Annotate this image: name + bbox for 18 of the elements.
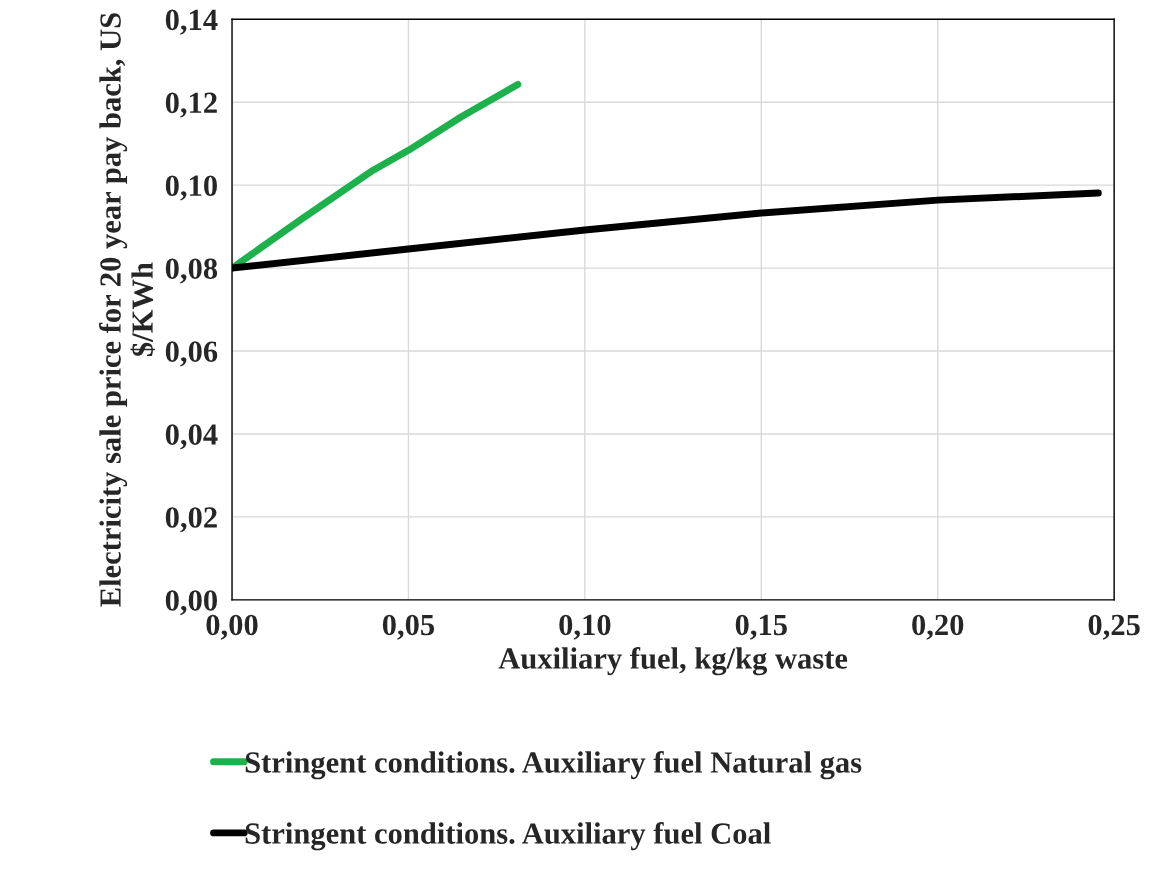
y-tick-label: 0,04: [165, 424, 218, 450]
x-tick-label: 0,25: [1088, 614, 1140, 640]
y-tick-label: 0,02: [165, 507, 217, 533]
x-tick-label: 0,00: [206, 614, 258, 640]
y-tick-label: 0,06: [165, 341, 218, 367]
y-tick-label: 0,00: [165, 590, 217, 616]
y-axis-title: Electricity sale price for 20 year pay back, US $/KWh: [99, 13, 155, 607]
y-tick-label: 0,10: [165, 175, 217, 201]
y-tick-label: 0,14: [165, 9, 218, 35]
x-tick-label: 0,15: [735, 614, 787, 640]
legend-label: Stringent conditions. Auxiliary fuel Natural gas: [245, 751, 862, 780]
x-tick-label: 0,20: [912, 614, 964, 640]
x-tick-label: 0,10: [559, 614, 611, 640]
legend-label: Stringent conditions. Auxiliary fuel Coal: [245, 822, 771, 851]
x-tick-label: 0,05: [382, 614, 435, 640]
y-tick-label: 0,08: [165, 258, 218, 284]
y-tick-label: 0,12: [165, 92, 217, 118]
x-axis-title: Auxiliary fuel, kg/kg waste: [498, 647, 848, 676]
